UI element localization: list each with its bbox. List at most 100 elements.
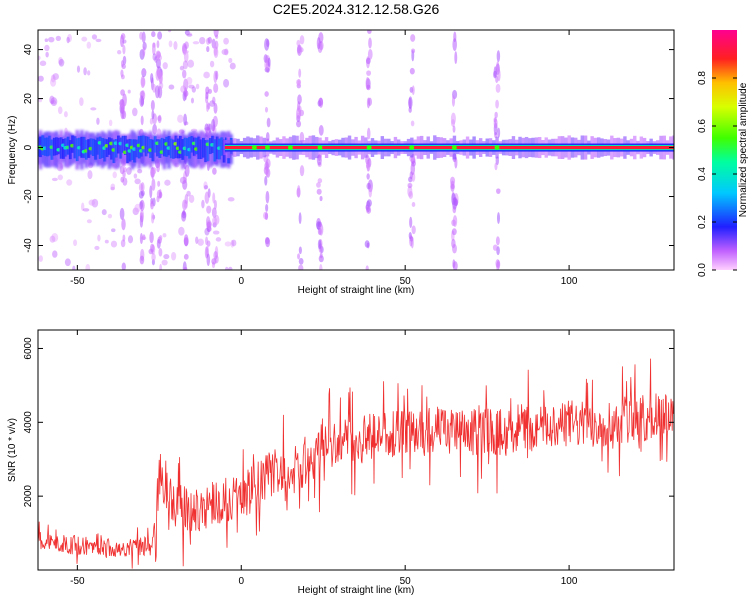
spectrogram-blob <box>366 70 372 76</box>
spectrogram-blob <box>205 86 210 95</box>
spectrogram-blob <box>211 258 217 265</box>
spectrogram-blob <box>190 128 198 132</box>
spectrogram-blob <box>168 84 175 90</box>
spectrogram-blob <box>204 227 210 236</box>
spectrogram-blob <box>205 236 209 246</box>
spectrogram-blob <box>142 234 146 241</box>
spectrogram-blob <box>213 102 218 114</box>
spectrogram-ridge-node <box>287 145 293 150</box>
spectrogram-blob <box>141 70 147 74</box>
spectrogram-blob <box>167 30 172 33</box>
spectrogram-blob <box>158 235 163 241</box>
spectrogram-blob <box>119 207 125 220</box>
spectrogram-ridge-node <box>451 145 457 150</box>
spectrogram-blob <box>120 74 125 80</box>
spectrogram-blob <box>409 67 415 75</box>
spectrogram-blob <box>221 49 229 56</box>
spectrogram-blob <box>213 45 218 56</box>
spectrogram-blob <box>155 58 161 69</box>
spectrogram-blob <box>105 139 109 158</box>
spectrogram-blob <box>158 248 163 257</box>
spectrogram-blob <box>191 86 197 93</box>
spectrogram-blob <box>49 235 56 243</box>
spectrogram-blob <box>120 176 125 183</box>
spectrogram-blob <box>183 50 189 63</box>
spectrogram-blob <box>132 207 139 216</box>
spectrogram-blob <box>367 48 373 60</box>
spectrogram-blob <box>132 107 138 117</box>
spectrogram-streak <box>492 50 501 270</box>
spectrogram-blob <box>452 243 457 254</box>
spectrogram-y-ticks: -40 -20 0 20 40 <box>23 44 674 253</box>
spectrogram-blob <box>228 266 233 270</box>
spectrogram-blob <box>179 65 185 71</box>
spectrogram-streak <box>263 38 271 248</box>
spectrogram-blob <box>150 212 155 224</box>
spectrogram-blob <box>91 138 95 157</box>
spectrogram-blob <box>180 85 187 93</box>
spectrogram-blob <box>127 235 134 244</box>
spectrogram-blob <box>228 57 233 63</box>
spectrogram-blob <box>158 81 164 90</box>
spectrogram-blob <box>212 96 216 105</box>
spectrogram-blob <box>206 139 210 162</box>
spectrogram-blob <box>88 199 96 206</box>
spectrogram-blob <box>229 62 236 70</box>
spectrogram-blob <box>81 36 88 42</box>
spectrogram-blob <box>493 70 498 79</box>
spectrogram-blob <box>79 97 84 107</box>
spectrogram-blob <box>152 42 156 56</box>
spectrogram-blob <box>139 95 145 107</box>
spectrogram-blob <box>179 135 183 159</box>
spectrogram-streak <box>154 31 164 270</box>
spectrogram-blob <box>162 233 167 238</box>
spectrogram-blob <box>224 48 229 56</box>
spectrogram-blob <box>184 194 189 205</box>
spectrogram-blob <box>80 136 84 158</box>
spectrogram-blob <box>89 138 93 155</box>
spectrogram-blob <box>186 33 193 37</box>
x-tick-label: -50 <box>70 576 85 587</box>
spectrogram-blob <box>183 253 189 260</box>
spectrogram-blob <box>224 241 232 247</box>
spectrogram-blob <box>408 96 413 110</box>
spectrogram-blob <box>55 137 59 156</box>
colorbar-tick-label: 0.8 <box>697 71 708 85</box>
spectrogram-blob <box>159 263 163 270</box>
x-tick-label: 0 <box>238 576 244 587</box>
spectrogram-blob <box>135 139 139 158</box>
spectrogram-blob <box>52 137 56 156</box>
spectrogram-blob <box>299 165 305 177</box>
spectrogram-blob <box>296 120 302 128</box>
spectrogram-blob <box>38 55 41 61</box>
spectrogram-streak <box>211 30 220 269</box>
spectrogram-y-axis-label: Frequency (Hz) <box>7 116 18 185</box>
spectrogram-blob <box>50 77 57 87</box>
spectrogram-blob <box>133 173 138 179</box>
spectrogram-blob <box>66 36 70 44</box>
spectrogram-blob <box>366 182 371 190</box>
spectrogram-blob <box>493 118 498 129</box>
snr-y-ticks: 2000 4000 6000 <box>23 337 674 507</box>
spectrogram-blob <box>112 171 117 179</box>
spectrogram-blob <box>151 139 155 162</box>
spectrogram-blob <box>186 32 193 36</box>
spectrogram-blob <box>57 137 61 155</box>
spectrogram-blob <box>319 263 323 270</box>
spectrogram-blob <box>52 73 59 81</box>
spectrogram-blob <box>104 239 109 244</box>
spectrogram-blob <box>195 83 200 90</box>
spectrogram-blob <box>220 137 224 156</box>
spectrogram-blob <box>366 97 371 109</box>
spectrogram-blob <box>367 30 372 34</box>
spectrogram-blob <box>155 69 160 81</box>
spectrogram-blob <box>87 170 93 180</box>
spectrogram-streak <box>296 35 305 270</box>
spectrogram-blob <box>365 265 369 270</box>
spectrogram-blob <box>59 137 63 159</box>
spectrogram-blob <box>141 77 146 87</box>
spectrogram-blob <box>495 236 500 246</box>
spectrogram-blob <box>183 78 189 91</box>
spectrogram-blob <box>215 70 219 80</box>
spectrogram-blob <box>178 226 185 236</box>
